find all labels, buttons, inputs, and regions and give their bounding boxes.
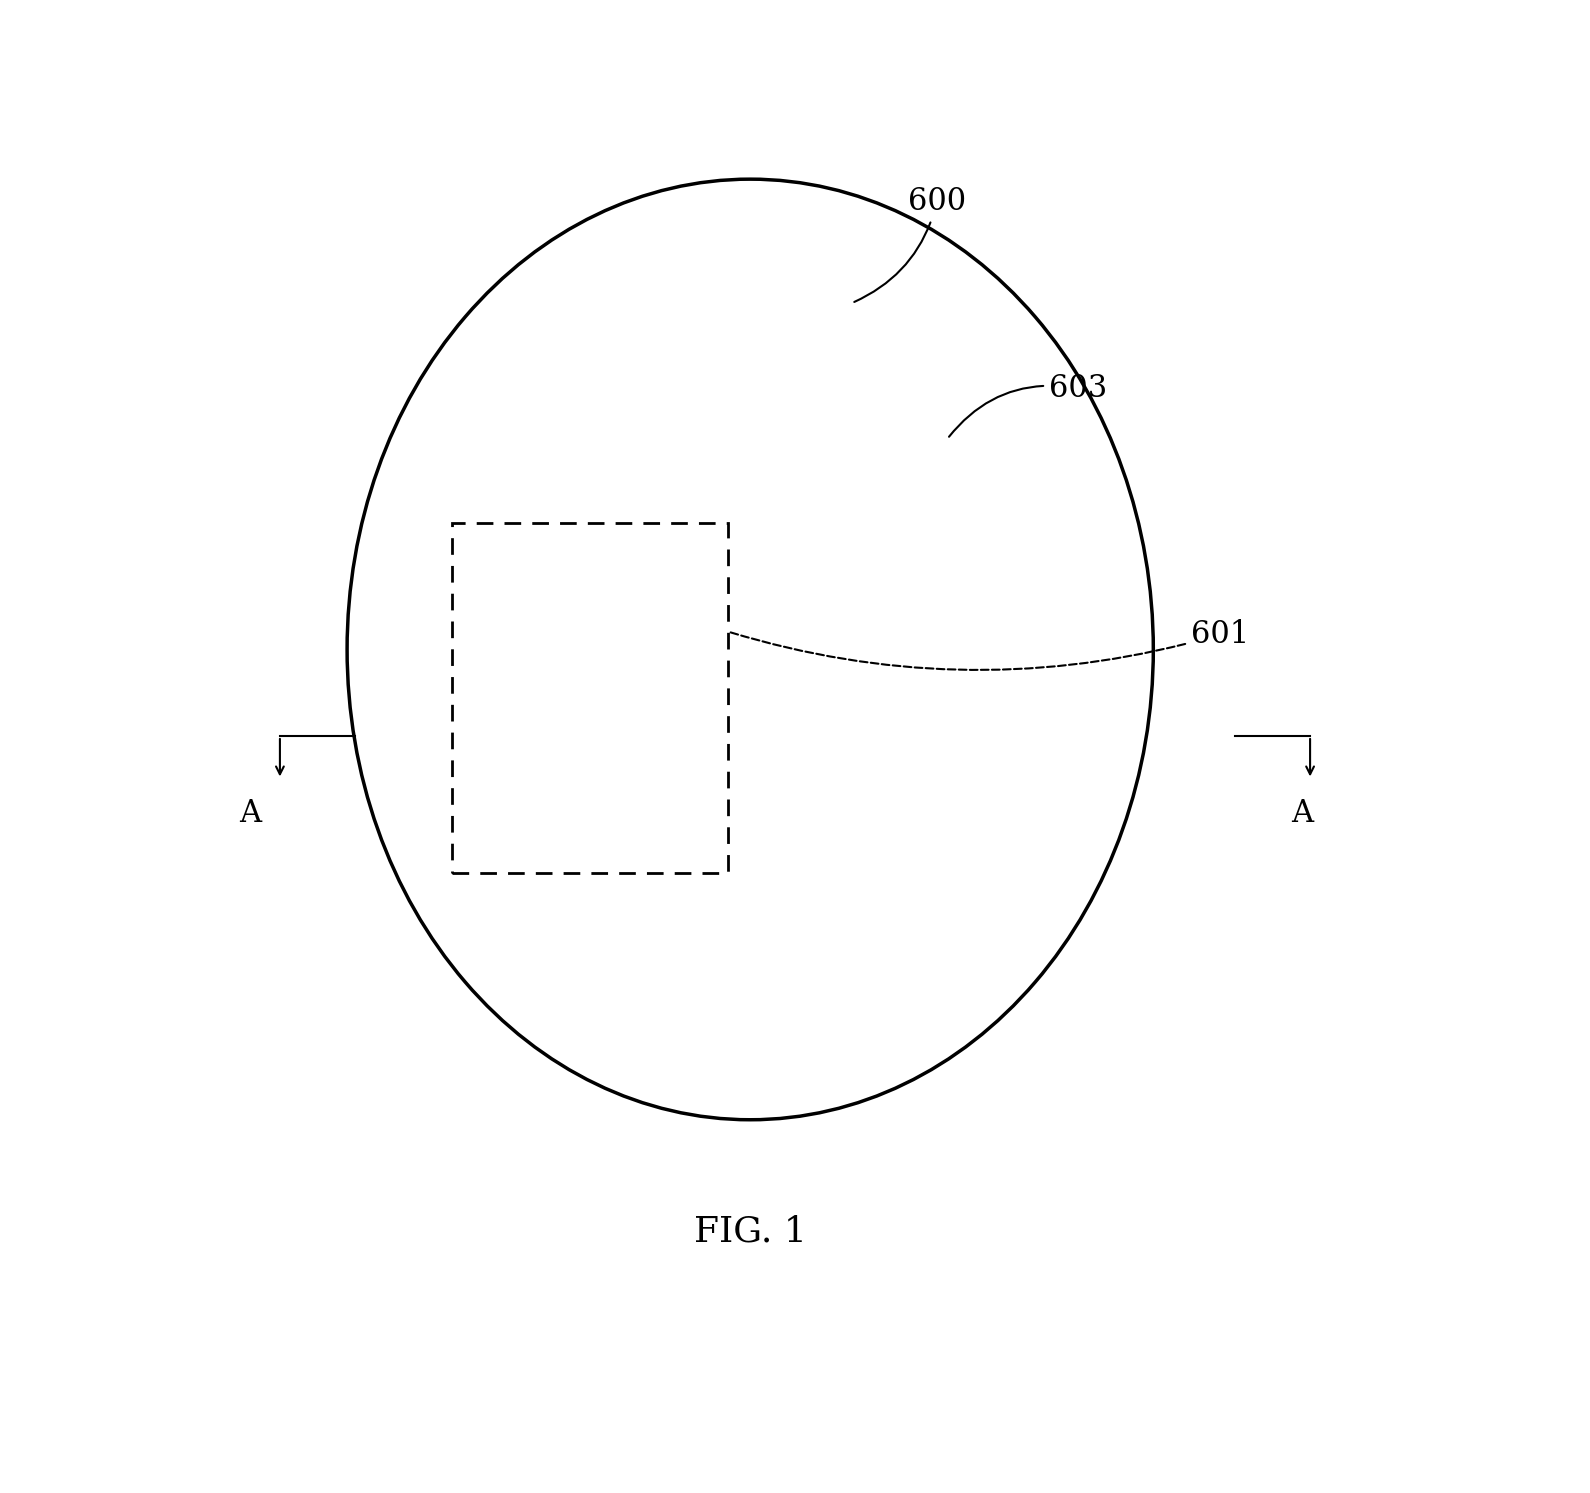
- Text: A: A: [1291, 799, 1313, 829]
- Text: 603: 603: [949, 373, 1107, 437]
- Text: FIG. 1: FIG. 1: [693, 1215, 806, 1248]
- Text: 600: 600: [854, 187, 965, 302]
- Bar: [452, 523, 728, 873]
- Text: A: A: [238, 799, 261, 829]
- Text: 601: 601: [730, 620, 1248, 670]
